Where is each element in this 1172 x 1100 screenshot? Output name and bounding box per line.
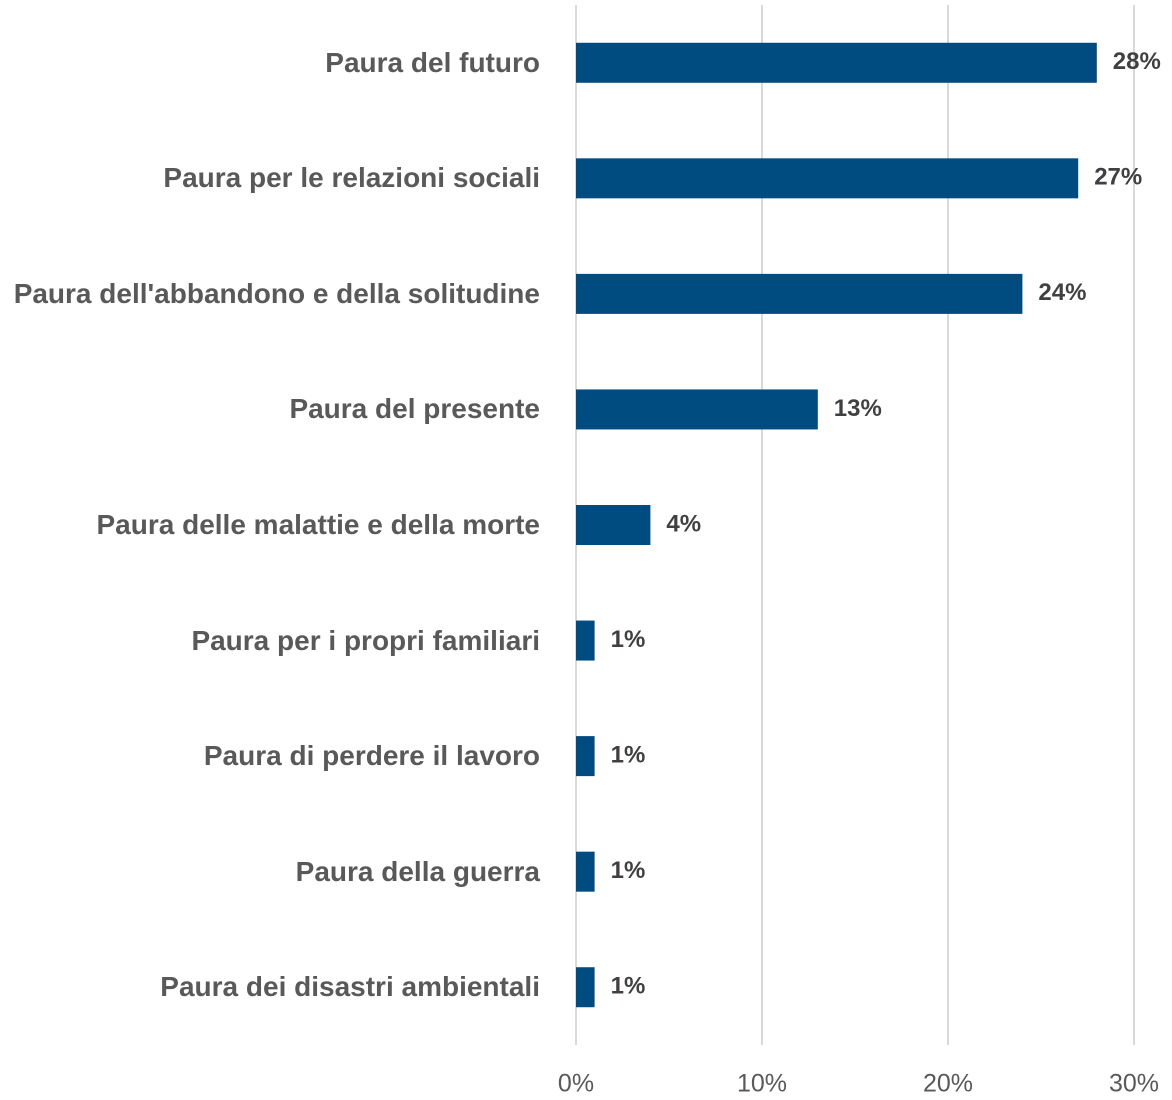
value-label: 27% (1094, 164, 1142, 191)
bar (576, 851, 595, 892)
value-label: 1% (611, 973, 646, 1000)
category-label: Paura dell'abbandono e della solitudine (13, 277, 540, 309)
bar (576, 505, 651, 545)
value-label: 28% (1113, 48, 1161, 75)
category-label: Paura per i propri familiari (191, 624, 540, 656)
value-label: 1% (611, 857, 646, 884)
x-tick-label: 0% (558, 1070, 594, 1098)
category-label: Paura del presente (289, 393, 540, 425)
value-label: 24% (1038, 279, 1086, 306)
category-label: Paura delle malattie e della morte (96, 509, 540, 540)
category-label: Paura della guerra (295, 855, 540, 887)
bar (576, 967, 595, 1008)
bar (576, 620, 595, 661)
bar (576, 736, 595, 777)
bar (576, 42, 1097, 83)
value-label: 4% (666, 510, 701, 537)
category-label: Paura di perdere il lavoro (203, 740, 540, 772)
bar (576, 158, 1079, 199)
value-label: 1% (611, 626, 646, 653)
category-label: Paura per le relazioni sociali (163, 162, 540, 194)
bar (576, 389, 818, 430)
category-label: Paura del futuro (325, 46, 540, 78)
value-label: 13% (834, 395, 882, 422)
category-label: Paura dei disastri ambientali (160, 971, 540, 1003)
x-tick-label: 20% (923, 1070, 973, 1098)
x-tick-label: 30% (1109, 1070, 1159, 1098)
bar (576, 273, 1023, 314)
x-tick-label: 10% (737, 1070, 787, 1098)
value-label: 1% (611, 741, 646, 768)
